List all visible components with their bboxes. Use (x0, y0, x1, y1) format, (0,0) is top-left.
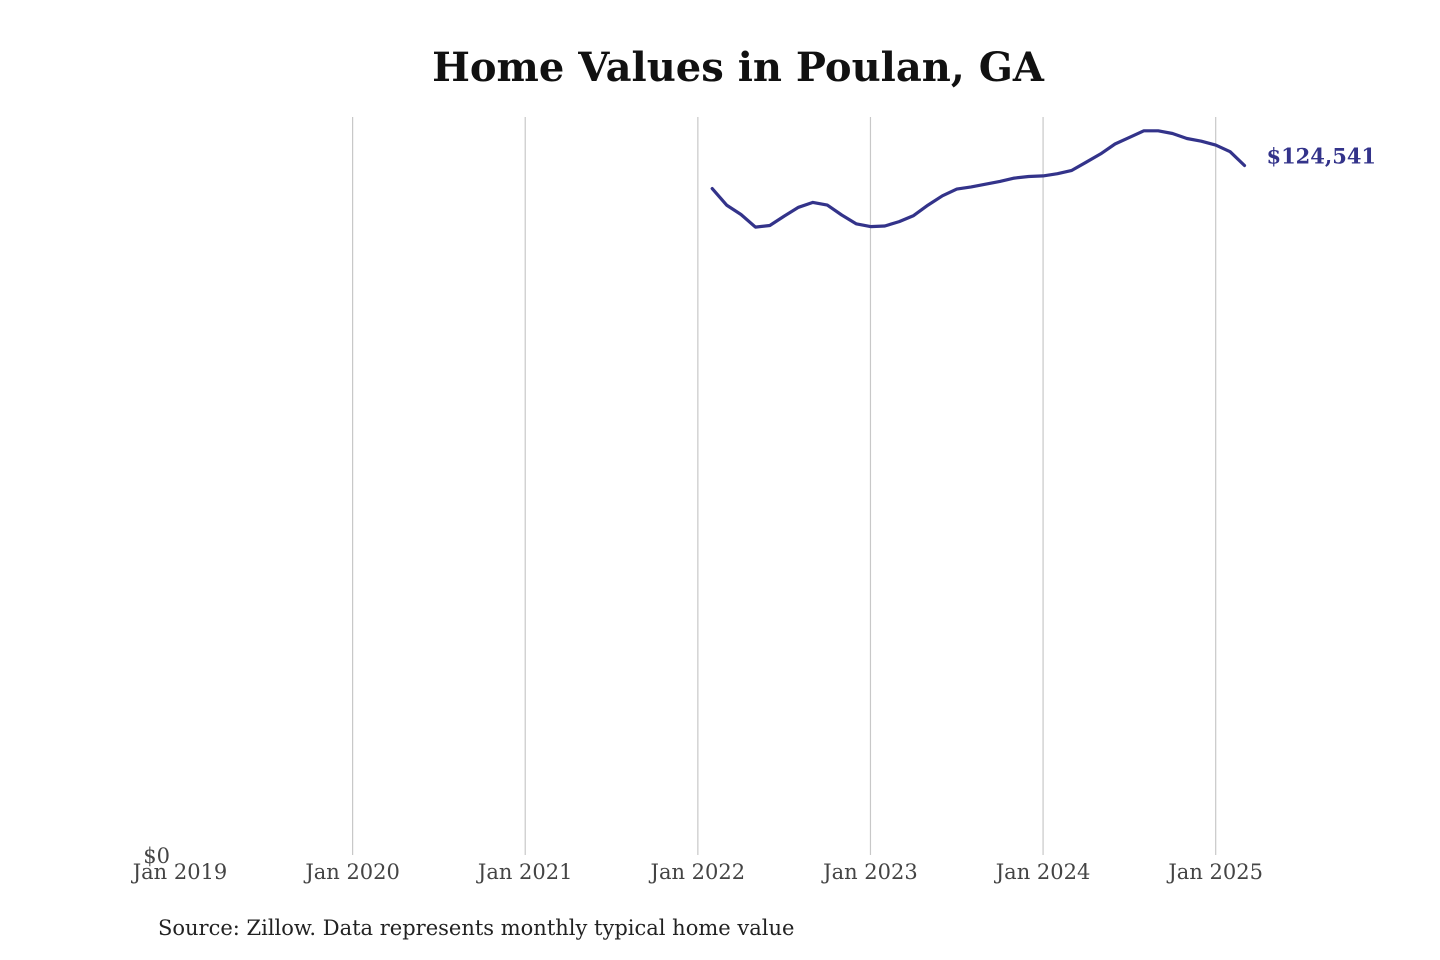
x-tick-labels: Jan 2019 Jan 2020 Jan 2021 Jan 2022 Jan 2023… (131, 860, 1263, 884)
chart-title: Home Values in Poulan, GA (432, 44, 1044, 91)
gridlines (352, 117, 1217, 855)
x-tick-label: Jan 2025 (1166, 860, 1263, 884)
x-tick-label: Jan 2022 (649, 860, 746, 884)
line-chart: Jan 2019 Jan 2020 Jan 2021 Jan 2022 Jan 2023… (131, 117, 1376, 884)
x-tick-label: Jan 2020 (303, 860, 400, 884)
y-tick-label: $0 (143, 844, 170, 868)
x-tick-label: Jan 2023 (821, 860, 918, 884)
source-note: Source: Zillow. Data represents monthly … (158, 916, 795, 940)
x-tick-label: Jan 2021 (476, 860, 573, 884)
x-tick-label: Jan 2019 (131, 860, 228, 884)
series-line (710, 129, 1247, 229)
x-tick-label: Jan 2024 (994, 860, 1091, 884)
end-value-label: $124,541 (1266, 143, 1376, 168)
y-tick-labels: $0 (143, 844, 170, 868)
series-layer: $124,541 (710, 129, 1376, 229)
